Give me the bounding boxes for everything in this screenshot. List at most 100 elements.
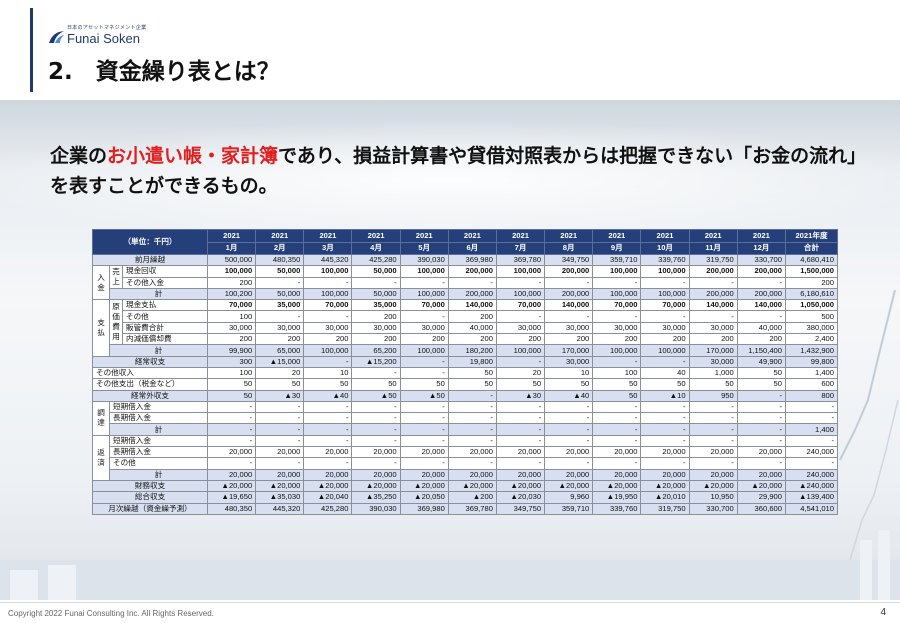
header-month-row: 1月 2月 3月 4月 5月 6月 7月 8月 9月 10月 11月 12月 合… xyxy=(93,241,838,255)
month-cell: 2月 xyxy=(255,241,305,255)
value-cell: 10 xyxy=(544,366,594,380)
value-cell: - xyxy=(495,423,546,436)
value-cell: 100,000 xyxy=(640,265,690,278)
value-cell: 369,980 xyxy=(447,253,497,267)
unit-label: （単位：千円） xyxy=(91,229,209,255)
year-cell: 2021 xyxy=(351,229,401,243)
value-cell: 800 xyxy=(785,389,838,402)
value-cell: 50 xyxy=(736,378,787,391)
value-cell: ▲139,400 xyxy=(785,491,838,504)
value-cell: ▲20,000 xyxy=(447,479,497,493)
value-cell: 49,900 xyxy=(736,355,787,368)
value-cell: - xyxy=(447,412,497,425)
row-label: 前月繰越 xyxy=(91,253,209,267)
value-cell: 1,050,000 xyxy=(785,299,838,312)
table-row: 総合収支 ▲19,650 ▲35,030 ▲20,040 ▲35,250 ▲20,050… xyxy=(91,491,838,504)
value-cell: - xyxy=(495,276,546,289)
value-cell: - xyxy=(592,457,642,470)
value-cell: 20,000 xyxy=(399,468,449,481)
value-cell: - xyxy=(399,434,449,448)
value-cell: 200,000 xyxy=(544,287,594,301)
logo-tagline: 日本のアセットマネジメント企業 xyxy=(67,25,147,31)
month-cell: 11月 xyxy=(688,241,738,255)
value-cell: - xyxy=(736,310,787,323)
value-cell: 100,000 xyxy=(592,344,642,357)
cash-flow-table: （単位：千円） 2021 2021 2021 2021 2021 2021 20… xyxy=(91,229,838,515)
month-cell: 8月 xyxy=(544,241,594,255)
value-cell: ▲30 xyxy=(255,389,305,402)
value-cell: - xyxy=(640,310,690,323)
value-cell: 20 xyxy=(495,366,546,380)
value-cell: 1,400 xyxy=(785,423,838,436)
value-cell: 140,000 xyxy=(544,299,594,312)
value-cell: 30,000 xyxy=(592,321,642,335)
value-cell: 100 xyxy=(207,366,257,380)
value-cell: - xyxy=(688,457,738,470)
value-cell: 50 xyxy=(544,378,594,391)
value-cell: 240,000 xyxy=(785,446,838,459)
value-cell: 30,000 xyxy=(688,355,738,368)
category-inflow: 入金 xyxy=(92,265,110,301)
value-cell: 50,000 xyxy=(351,265,401,278)
value-cell: 20,000 xyxy=(592,446,642,459)
value-cell: 200,000 xyxy=(688,287,738,301)
value-cell: - xyxy=(736,457,787,470)
subcategory-sales: 売上 xyxy=(109,265,123,289)
value-cell: 1,432,900 xyxy=(785,344,838,357)
value-cell: - xyxy=(351,412,401,425)
value-cell: 100,000 xyxy=(495,265,546,278)
table-row: その他支出（税金など） 50 50 50 50 50 50 50 50 50 50 50 50 600 xyxy=(91,378,838,391)
value-cell: 240,000 xyxy=(785,468,838,481)
value-cell: ▲20,030 xyxy=(495,491,546,504)
value-cell: 100,000 xyxy=(495,344,546,357)
value-cell: 50 xyxy=(207,378,257,391)
lead-highlight: お小遣い帳・家計簿 xyxy=(107,145,279,167)
value-cell: ▲35,030 xyxy=(255,491,305,504)
value-cell: - xyxy=(207,434,257,448)
table-row: その他 ------------- xyxy=(93,457,838,470)
value-cell: 200 xyxy=(303,333,353,346)
value-cell: 20,000 xyxy=(640,446,690,459)
value-cell: - xyxy=(447,400,497,414)
value-cell: - xyxy=(303,310,353,323)
value-cell: 50 xyxy=(736,366,787,380)
table-row: 支払 原価費用 現金支払 70,000 35,000 70,000 35,000 70,… xyxy=(92,299,838,357)
value-cell: 35,000 xyxy=(351,299,401,312)
value-cell: ▲240,000 xyxy=(785,479,838,493)
row-label: 長期借入金 xyxy=(108,412,209,425)
value-cell: 20,000 xyxy=(207,446,257,459)
value-cell: 100,000 xyxy=(640,344,690,357)
value-cell: - xyxy=(399,355,449,368)
table-row: 月次繰越（資金繰予測） 480,350 445,320 425,280 390,030… xyxy=(91,502,838,515)
table-row: 計 - - - - - - - - - - - -1,400 xyxy=(93,423,838,436)
year-cell: 2021 xyxy=(640,229,690,243)
row-label: その他収入 xyxy=(91,366,209,380)
row-label: 月次繰越（資金繰予測） xyxy=(91,502,209,515)
value-cell: 425,280 xyxy=(351,253,401,267)
value-cell: - xyxy=(592,400,642,414)
value-cell: 200 xyxy=(447,333,497,346)
value-cell: 100 xyxy=(207,310,257,323)
value-cell: - xyxy=(447,457,497,470)
value-cell: 65,000 xyxy=(255,344,305,357)
value-cell: - xyxy=(544,412,594,425)
value-cell: 140,000 xyxy=(447,299,497,312)
value-cell: ▲50 xyxy=(351,389,401,402)
row-label: 短期借入金 xyxy=(108,434,209,448)
value-cell: 40,000 xyxy=(736,321,787,335)
value-cell: 480,350 xyxy=(207,502,257,515)
value-cell: - xyxy=(785,412,838,425)
value-cell: 50 xyxy=(399,378,449,391)
value-cell: 35,000 xyxy=(255,299,305,312)
value-cell: - xyxy=(688,412,738,425)
value-cell: 100,000 xyxy=(399,344,449,357)
value-cell: 425,280 xyxy=(303,502,353,515)
value-cell: ▲20,000 xyxy=(495,479,546,493)
value-cell: - xyxy=(399,423,449,436)
value-cell: 30,000 xyxy=(303,321,353,335)
value-cell: 50 xyxy=(207,389,257,402)
value-cell: - xyxy=(785,400,838,414)
value-cell: ▲20,000 xyxy=(255,479,305,493)
row-label: その他支出（税金など） xyxy=(91,378,209,391)
year-cell: 2021年度 xyxy=(785,229,838,243)
